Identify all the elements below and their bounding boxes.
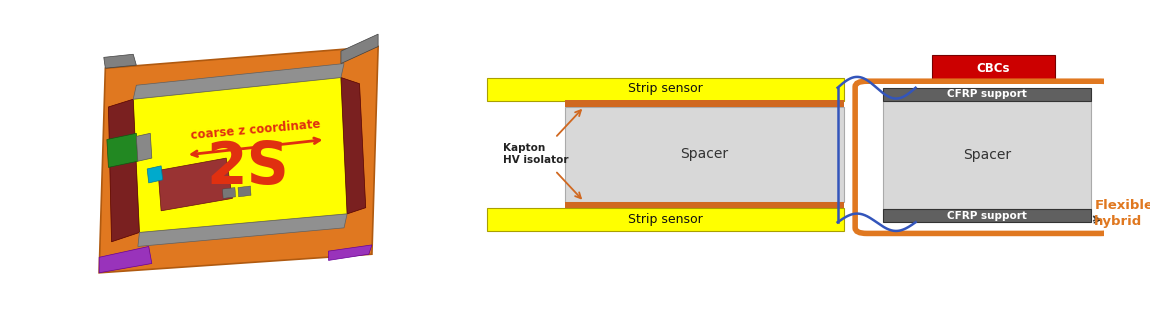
Polygon shape bbox=[108, 99, 139, 242]
Polygon shape bbox=[340, 78, 366, 214]
Bar bbox=[932, 55, 1056, 81]
Polygon shape bbox=[104, 54, 137, 68]
Polygon shape bbox=[99, 46, 378, 273]
Polygon shape bbox=[107, 133, 138, 167]
Text: Kapton
HV isolator: Kapton HV isolator bbox=[503, 143, 568, 165]
Polygon shape bbox=[222, 188, 236, 198]
Text: CBCs: CBCs bbox=[976, 62, 1011, 75]
Polygon shape bbox=[238, 186, 251, 197]
Text: Strip sensor: Strip sensor bbox=[628, 213, 703, 226]
Polygon shape bbox=[147, 166, 162, 183]
Text: CFRP support: CFRP support bbox=[948, 89, 1027, 99]
Text: CFRP support: CFRP support bbox=[948, 211, 1027, 221]
Bar bbox=[883, 88, 1091, 101]
Text: Flexible
hybrid: Flexible hybrid bbox=[1095, 199, 1150, 228]
Bar bbox=[486, 78, 844, 101]
Bar bbox=[486, 208, 844, 231]
Polygon shape bbox=[99, 246, 152, 273]
Polygon shape bbox=[137, 133, 152, 161]
Polygon shape bbox=[329, 245, 371, 260]
Polygon shape bbox=[340, 34, 378, 64]
Polygon shape bbox=[133, 78, 347, 232]
Text: coarse z coordinate: coarse z coordinate bbox=[190, 118, 321, 142]
Bar bbox=[565, 100, 844, 107]
Bar bbox=[883, 101, 1091, 209]
Text: Spacer: Spacer bbox=[681, 147, 728, 161]
Polygon shape bbox=[133, 64, 344, 99]
Text: Strip sensor: Strip sensor bbox=[628, 82, 703, 95]
Bar bbox=[565, 107, 844, 202]
Bar bbox=[883, 209, 1091, 222]
Polygon shape bbox=[158, 158, 232, 211]
Polygon shape bbox=[138, 214, 347, 246]
Text: Spacer: Spacer bbox=[963, 148, 1011, 162]
Bar bbox=[565, 202, 844, 208]
Text: 2S: 2S bbox=[207, 139, 290, 196]
